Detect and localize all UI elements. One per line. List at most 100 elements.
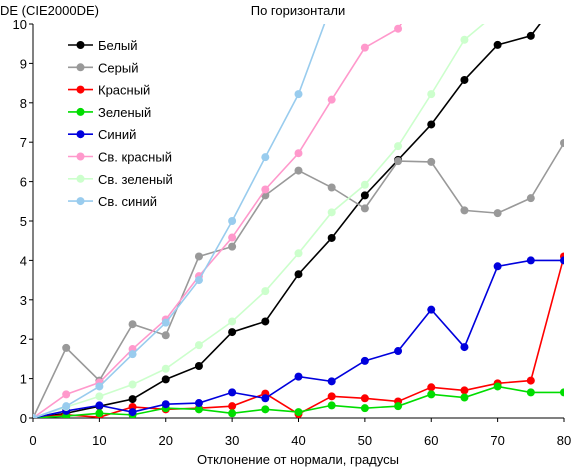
legend-swatch-marker — [76, 63, 85, 72]
data-point — [460, 386, 469, 395]
data-point — [526, 31, 535, 40]
x-tick-label: 70 — [490, 433, 504, 448]
data-point — [261, 317, 270, 326]
data-point — [33, 414, 37, 418]
x-tick-label: 80 — [557, 433, 571, 448]
data-point — [294, 149, 303, 158]
data-point — [194, 361, 203, 370]
y-tick-label: 3 — [20, 293, 27, 308]
legend-swatch-marker — [76, 174, 85, 183]
data-point — [460, 35, 469, 44]
x-tick-label: 0 — [29, 433, 36, 448]
legend-item: Св. красный — [68, 150, 172, 165]
y-tick-label: 0 — [20, 411, 27, 426]
data-point — [128, 408, 137, 417]
data-point — [161, 375, 170, 384]
data-point — [95, 409, 104, 418]
data-point — [360, 43, 369, 52]
data-point — [128, 320, 137, 329]
data-point — [261, 287, 270, 296]
legend-label: Св. красный — [98, 150, 172, 165]
legend-swatch-marker — [76, 85, 85, 94]
data-point — [526, 256, 535, 265]
y-tick-label: 5 — [20, 214, 27, 229]
legend-item: Св. синий — [68, 194, 157, 209]
data-point — [427, 305, 436, 314]
data-point — [560, 138, 564, 147]
y-tick-labels: 0 1 2 3 4 5 6 7 8 9 10 — [13, 17, 27, 426]
data-point — [460, 206, 469, 215]
data-point — [327, 233, 336, 242]
data-point — [128, 380, 137, 389]
data-point — [494, 8, 502, 16]
y-tick-label: 4 — [20, 253, 27, 268]
legend-label: Св. зеленый — [98, 172, 173, 187]
x-tick-label: 20 — [159, 433, 173, 448]
data-point — [62, 390, 71, 399]
data-point — [427, 157, 436, 166]
data-point — [460, 393, 469, 402]
data-point — [161, 331, 170, 340]
data-point — [194, 252, 203, 261]
series-5 — [33, 256, 564, 418]
data-point — [294, 249, 303, 258]
data-point — [394, 24, 403, 33]
data-point — [161, 318, 170, 327]
legend-swatch-marker — [76, 107, 85, 116]
data-point — [261, 185, 270, 194]
data-point — [194, 276, 203, 285]
legend-label: Зеленый — [98, 105, 151, 120]
data-point — [493, 40, 502, 49]
data-point — [261, 153, 270, 162]
data-point — [394, 347, 403, 356]
data-point — [327, 377, 336, 386]
data-point — [526, 376, 535, 385]
data-point — [228, 328, 237, 337]
data-point — [427, 390, 436, 399]
data-point — [228, 317, 237, 326]
data-point — [194, 405, 203, 414]
data-point — [228, 409, 237, 418]
x-tick-label: 10 — [92, 433, 106, 448]
data-point — [394, 402, 403, 411]
legend-label: Красный — [98, 83, 150, 98]
data-point — [493, 382, 502, 391]
series-8 — [33, 24, 326, 418]
data-point — [360, 356, 369, 365]
series-group — [33, 8, 564, 418]
x-tick-label: 60 — [424, 433, 438, 448]
y-tick-label: 10 — [13, 17, 27, 32]
y-tick-label: 6 — [20, 175, 27, 190]
data-point — [294, 408, 303, 417]
data-point — [161, 400, 170, 409]
data-point — [294, 270, 303, 279]
legend-label: Синий — [98, 127, 136, 142]
data-point — [360, 394, 369, 403]
data-point — [493, 209, 502, 218]
legend-swatch-marker — [76, 41, 85, 49]
data-point — [261, 405, 270, 414]
y-axis-title: DE (CIE2000DE) — [0, 3, 99, 18]
legend-item: Красный — [68, 83, 150, 98]
legend-item: Белый — [68, 38, 138, 53]
data-point — [228, 402, 237, 411]
data-point — [294, 372, 303, 381]
legend-item: Св. зеленый — [68, 172, 173, 187]
data-point — [360, 204, 369, 213]
data-point — [95, 392, 104, 401]
data-point — [360, 191, 369, 200]
y-tick-label: 2 — [20, 332, 27, 347]
data-point — [128, 395, 137, 404]
legend-item: Зеленый — [68, 105, 151, 120]
data-point — [493, 262, 502, 271]
data-point — [460, 343, 469, 352]
data-point — [526, 194, 535, 203]
data-point — [327, 183, 336, 192]
data-point — [526, 388, 535, 397]
data-point — [294, 166, 303, 175]
chart-title: По горизонтали — [251, 3, 345, 18]
legend-item: Синий — [68, 127, 136, 142]
data-point — [62, 343, 71, 352]
data-point — [228, 233, 237, 242]
